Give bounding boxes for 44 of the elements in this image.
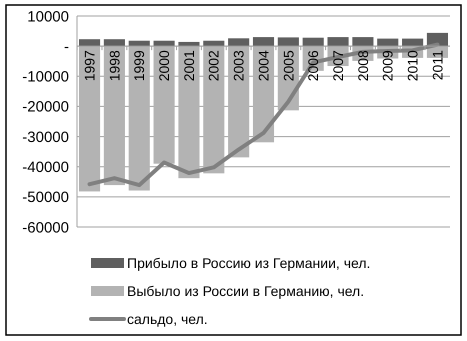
- bar: [128, 40, 150, 46]
- bar: [178, 46, 200, 178]
- y-tick-label: -60000: [22, 219, 69, 236]
- bar: [154, 46, 175, 164]
- y-tick-label: -50000: [22, 189, 69, 206]
- y-tick-label: -30000: [22, 128, 69, 146]
- x-tick-label: 2011: [429, 50, 446, 80]
- x-tick-label: 1998: [106, 50, 122, 82]
- x-tick-label: 1997: [81, 50, 98, 82]
- x-tick-label: 2003: [230, 50, 247, 82]
- y-tick-label: 10000: [27, 8, 69, 26]
- bar: [104, 39, 125, 46]
- y-tick-label: -: [64, 38, 69, 56]
- legend-label: Прибыло в Россию из Германии, чел.: [127, 254, 370, 271]
- x-tick-label: 2006: [305, 50, 322, 82]
- x-tick-label: 2008: [354, 50, 371, 82]
- x-tick-label: 2005: [280, 50, 296, 82]
- bar: [377, 38, 398, 46]
- x-tick-label: 2002: [206, 50, 222, 82]
- x-tick-label: 2000: [156, 50, 172, 82]
- bar: [154, 40, 175, 46]
- x-tick-label: 2001: [180, 50, 197, 82]
- y-tick-label: -40000: [22, 158, 69, 176]
- bar: [252, 37, 274, 46]
- y-tick-label: -10000: [22, 68, 69, 86]
- x-tick-label: 2007: [330, 50, 346, 82]
- legend-label: Выбыло из России в Германию, чел.: [127, 282, 364, 299]
- legend-label: сальдо, чел.: [127, 310, 208, 327]
- bar: [278, 37, 299, 46]
- bar: [78, 39, 100, 46]
- x-tick-label: 2009: [380, 50, 396, 82]
- x-tick-label: 1999: [131, 50, 148, 82]
- bar: [128, 46, 150, 191]
- x-tick-label: 2004: [255, 50, 272, 82]
- bar: [327, 37, 349, 46]
- bar: [302, 38, 324, 46]
- bar: [104, 46, 125, 186]
- bar: [203, 40, 224, 46]
- bar: [402, 38, 424, 46]
- y-tick-label: -20000: [22, 98, 69, 116]
- bar: [78, 46, 100, 192]
- x-tick-label: 2010: [404, 50, 420, 82]
- bar: [352, 37, 374, 46]
- bar: [203, 46, 224, 174]
